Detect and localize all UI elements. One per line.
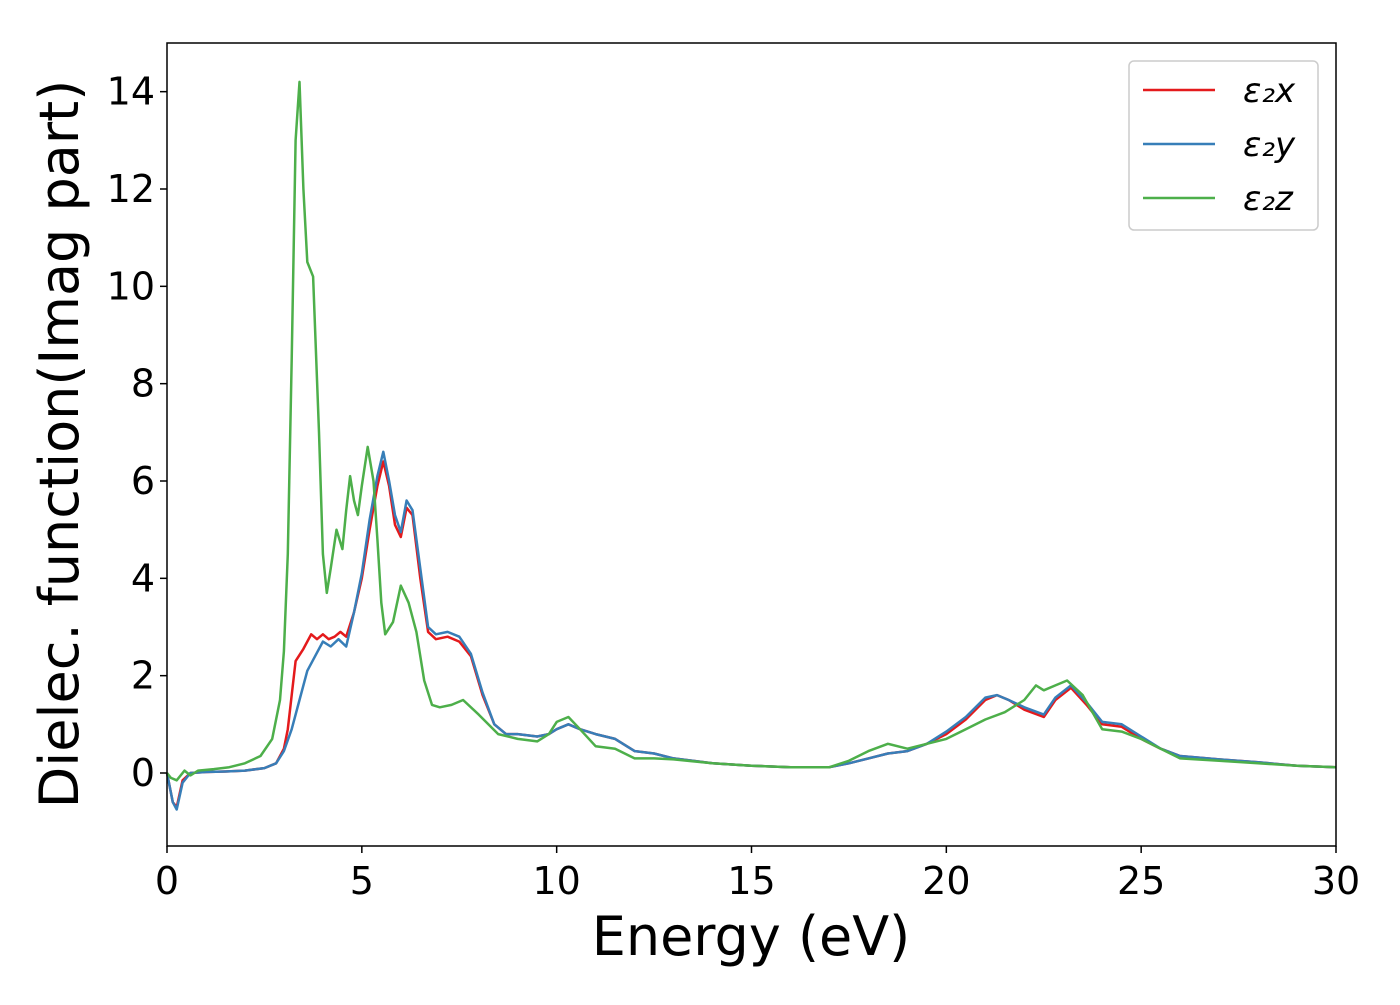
y-axis-label: Dielec. function(Imag part) [28,80,91,809]
x-tick-label-6: 30 [1312,859,1360,903]
series-line-0 [165,460,1337,809]
y-tick-label-7: 14 [107,70,155,114]
x-tick-label-5: 25 [1117,859,1165,903]
x-tick-label-3: 15 [727,859,775,903]
y-tick-label-1: 2 [131,654,155,698]
y-tick-label-5: 10 [107,264,155,308]
y-tick-label-3: 6 [131,459,155,503]
x-axis-ticks: 0 5 10 15 20 25 30 [155,846,1360,903]
legend: ε₂x ε₂y ε₂z [1128,60,1319,231]
series-layer [165,80,1337,811]
legend-items: ε₂x ε₂y ε₂z [1143,71,1296,219]
y-axis-ticks: 0 2 4 6 8 10 12 14 [107,70,167,795]
x-tick-label-1: 5 [350,859,374,903]
y-tick-label-2: 4 [131,556,155,600]
x-axis-label: Energy (eV) [592,905,911,968]
series-line-2 [166,80,1337,782]
y-tick-label-4: 8 [131,362,155,406]
legend-label-2: ε₂z [1243,179,1294,219]
x-tick-label-2: 10 [532,859,580,903]
legend-box [1128,60,1319,231]
y-tick-label-0: 0 [131,751,155,795]
x-tick-label-0: 0 [155,859,179,903]
series-line-1 [165,450,1337,811]
legend-label-0: ε₂x [1243,71,1296,111]
legend-label-1: ε₂y [1243,125,1296,165]
y-tick-label-6: 12 [107,167,155,211]
x-tick-label-4: 20 [922,859,970,903]
